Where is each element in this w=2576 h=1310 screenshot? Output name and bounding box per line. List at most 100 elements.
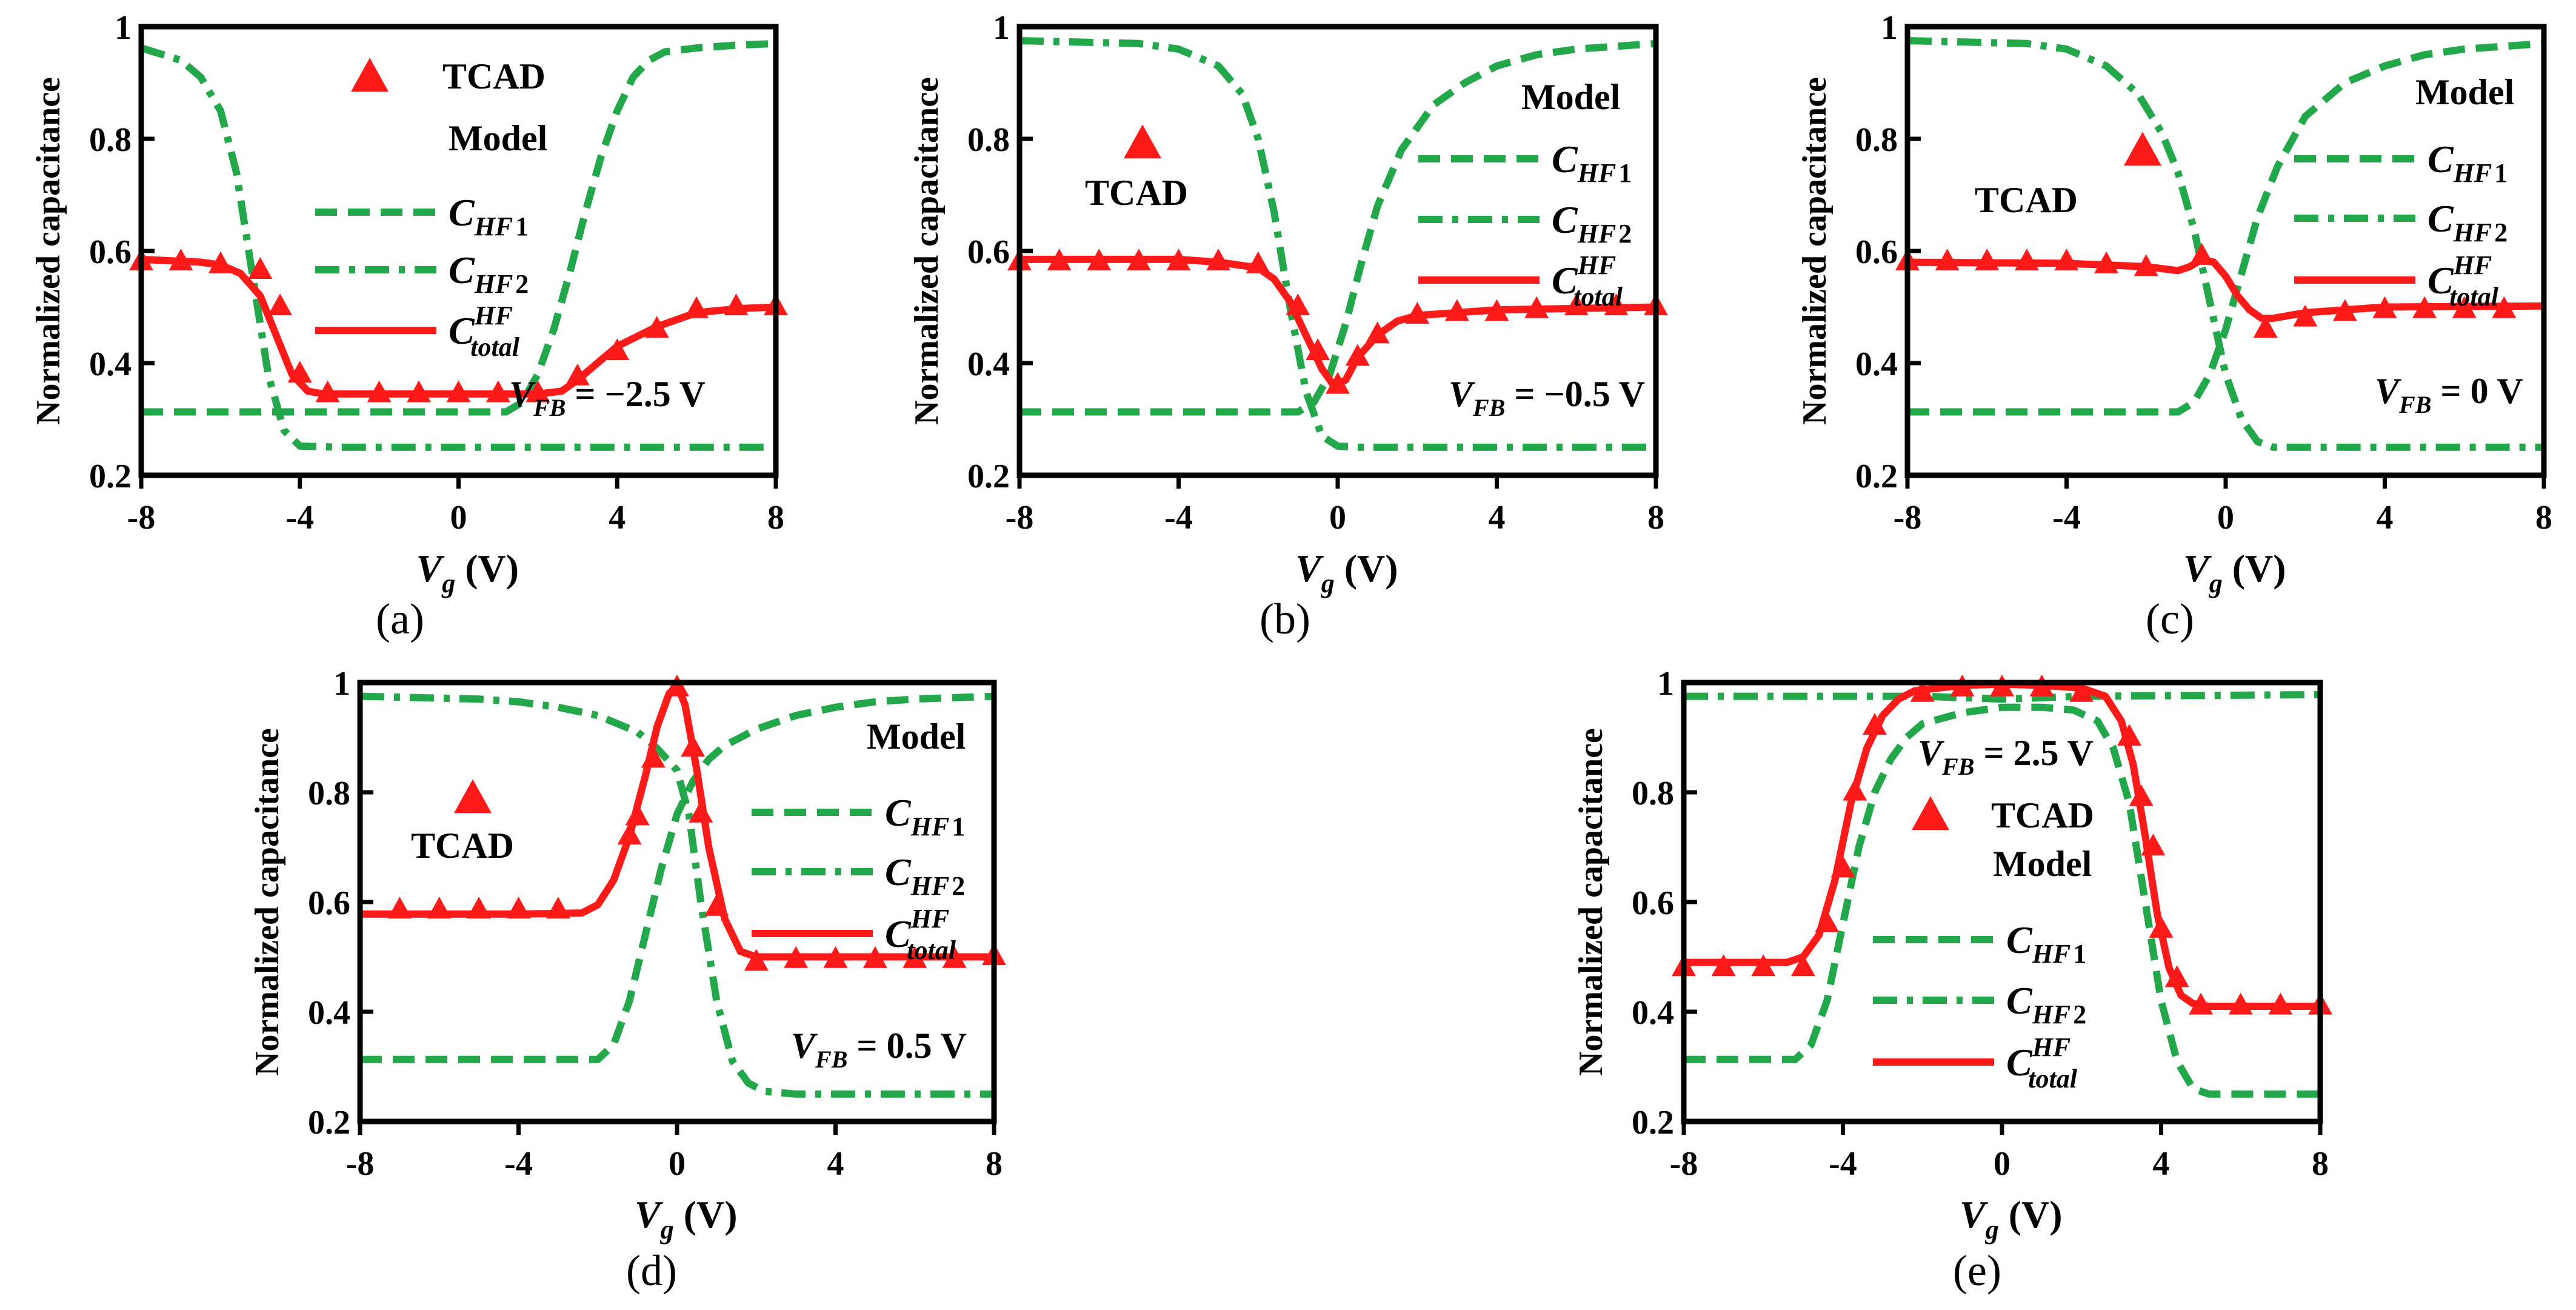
legend-label-c-hf1: CHF1 <box>885 791 965 841</box>
legend-label-tcad: TCAD <box>1085 173 1188 213</box>
x-tick-label: 0 <box>2217 499 2234 536</box>
series-line-c-hf1 <box>1684 703 2320 1098</box>
x-axis-label-symbol: V <box>2183 547 2212 590</box>
tcad-marker <box>1047 249 1072 271</box>
vfb-symbol: V <box>2375 371 2402 411</box>
tcad-marker <box>724 293 749 316</box>
legend-label-sub-num: 2 <box>2494 218 2508 247</box>
tcad-marker <box>526 380 550 403</box>
vfb-symbol: V <box>1449 374 1476 414</box>
tcad-marker <box>1286 293 1310 316</box>
x-axis-label: Vg (V) <box>2183 547 2286 598</box>
legend-marker-tcad <box>1124 124 1161 159</box>
legend-label-main: C <box>449 249 475 292</box>
tcad-marker <box>942 946 967 968</box>
x-axis-label-unit: (V) <box>455 547 519 590</box>
tcad-marker <box>1365 321 1390 344</box>
tcad-marker <box>2253 316 2278 338</box>
x-tick-label: 4 <box>2153 1145 2170 1183</box>
legend-label-main: C <box>885 850 912 894</box>
x-axis-label-sub: g <box>1985 1215 1999 1245</box>
legend-label-main: C <box>1552 138 1578 181</box>
tcad-marker <box>1087 249 1112 271</box>
tcad-marker <box>1910 680 1935 702</box>
x-tick-label: 0 <box>450 499 467 536</box>
tcad-marker <box>1246 251 1270 273</box>
y-tick-label: 0.2 <box>967 458 1010 495</box>
y-tick-label: 1 <box>993 9 1010 47</box>
tcad-marker <box>863 946 887 968</box>
legend-label-c-hf2: CHF2 <box>2428 197 2508 247</box>
legend-label-main: C <box>2006 918 2033 961</box>
x-axis-label-sub: g <box>441 569 455 598</box>
tcad-marker <box>387 897 412 919</box>
x-tick-label: -8 <box>1006 499 1034 536</box>
legend-label-sup: HF <box>2453 250 2492 280</box>
x-tick-label: 4 <box>609 499 626 536</box>
legend-label-c-total-hf: CHF total <box>885 904 956 965</box>
tcad-marker <box>446 380 471 403</box>
x-axis-label-unit: (V) <box>674 1193 738 1236</box>
y-tick-label: 0.8 <box>89 121 132 159</box>
legend-label-c-total-hf: CHF total <box>449 301 520 362</box>
tcad-marker <box>684 296 709 318</box>
tcad-marker <box>169 249 193 271</box>
tcad-marker <box>565 363 590 386</box>
x-tick-label: 4 <box>1489 499 1506 536</box>
legend-label-main: C <box>1552 198 1578 241</box>
tcad-marker <box>268 293 293 316</box>
tcad-marker <box>641 746 666 768</box>
x-axis-label-sub: g <box>660 1215 674 1245</box>
tcad-marker <box>1990 674 2014 697</box>
y-tick-label: 0.4 <box>89 346 132 383</box>
legend-label-model: Model <box>867 717 966 757</box>
tcad-marker <box>2029 674 2054 697</box>
legend-label-sub: HF <box>2032 939 2071 969</box>
legend-label-c-hf2: CHF2 <box>1552 198 1632 249</box>
y-tick-label: 1 <box>1881 9 1898 47</box>
x-axis-label-symbol: V <box>635 1193 664 1236</box>
y-axis-label: Normalized capacitance <box>1796 77 1834 425</box>
tcad-marker <box>1815 910 1840 932</box>
x-axis-label-symbol: V <box>1960 1193 1989 1236</box>
chart-b: 0.2 0.4 0.6 0.8 1 -8 -4 0 4 8 Normalized capacitan… <box>908 9 1668 643</box>
tcad-marker <box>1484 299 1509 321</box>
y-tick-label: 0.8 <box>1632 775 1674 812</box>
tcad-marker <box>248 257 273 279</box>
tcad-marker <box>2452 296 2477 318</box>
legend-label-main: C <box>2428 197 2454 240</box>
x-tick-label: 0 <box>1994 1145 2010 1183</box>
legend-label-tcad: TCAD <box>1975 180 2078 220</box>
vfb-sub: FB <box>2398 391 2431 418</box>
legend-label-sub-num: 2 <box>952 871 965 901</box>
tcad-marker <box>2268 992 2293 1015</box>
x-tick-label: -4 <box>1164 499 1193 536</box>
tcad-marker <box>1306 338 1330 361</box>
tcad-marker <box>2149 915 2174 938</box>
series-line-c-hf2 <box>1684 690 2321 703</box>
vfb-annotation: VFB = −2.5 V <box>509 374 706 421</box>
y-axis-label: Normalized capacitance <box>249 728 286 1076</box>
tcad-marker <box>2117 724 2141 746</box>
legend-label-c-total-hf: CHF total <box>1552 250 1623 312</box>
legend-label-main: C <box>885 791 912 834</box>
vfb-annotation: VFB = 0 V <box>2375 371 2523 418</box>
legend-label-c-total-hf: CHF total <box>2006 1032 2078 1094</box>
tcad-marker <box>1564 293 1589 316</box>
vfb-sub: FB <box>1472 394 1505 421</box>
legend-label-sub: HF <box>2453 158 2492 188</box>
series-line-c-hf2 <box>1907 37 2544 451</box>
legend-marker-tcad <box>2124 132 2161 166</box>
legend-marker-tcad <box>454 779 492 814</box>
y-tick-label: 0.8 <box>308 775 350 812</box>
tcad-marker <box>644 316 669 338</box>
tcad-marker <box>1126 249 1151 271</box>
tcad-marker <box>1751 954 1776 977</box>
tcad-marker <box>823 946 848 968</box>
tcad-marker <box>467 897 492 919</box>
legend-label-c-hf1: CHF1 <box>449 191 529 241</box>
x-tick-label: -8 <box>346 1145 375 1183</box>
legend-label-main: C <box>449 309 475 352</box>
vfb-value: = −2.5 V <box>566 374 706 414</box>
y-tick-label: 1 <box>1657 665 1674 703</box>
